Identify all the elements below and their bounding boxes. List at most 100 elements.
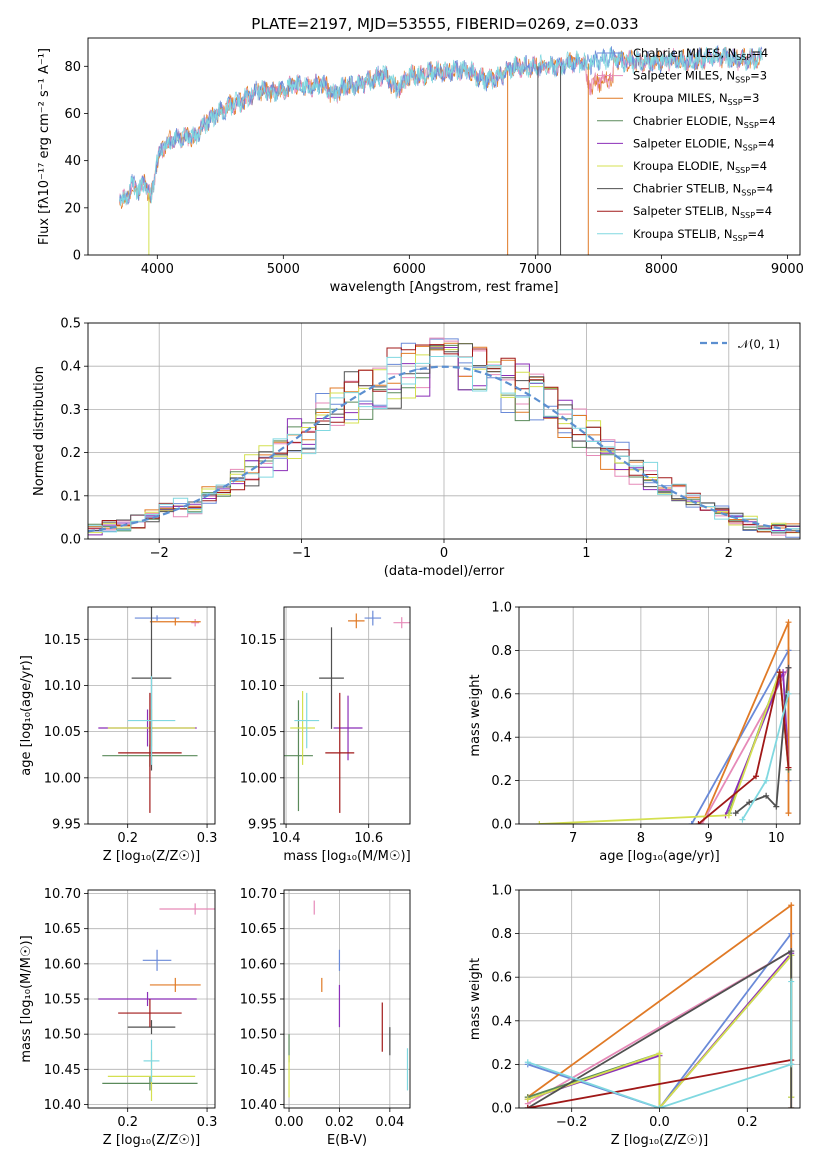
x-tick-label: −2 [150, 546, 169, 561]
x-tick-label: 0.02 [325, 1115, 354, 1130]
age-vs-Z-frame [87, 606, 216, 825]
y-tick-label: 10.05 [44, 725, 81, 740]
series-marker [788, 978, 795, 985]
y-tick-label: 1.0 [491, 884, 512, 899]
series-marker [656, 1050, 663, 1057]
y-axis-label: Flux [fλ10⁻¹⁷ erg cm⁻² s⁻¹ A⁻¹] [37, 48, 52, 245]
errorbar-kroupa-miles [149, 977, 201, 992]
series-marker [746, 799, 753, 806]
residuals-frame [87, 322, 801, 540]
errorbar-chabrier-stelib [319, 627, 344, 729]
weight-vs-Z-frame [518, 889, 801, 1109]
x-axis-label: Z [log₁₀(Z/Z☉)] [103, 849, 200, 864]
age-vs-mass-plot-area [284, 610, 410, 813]
series-salpeter-miles [698, 664, 792, 824]
y-tick-label: 10.50 [44, 1028, 81, 1043]
y-tick-label: 20 [64, 201, 81, 216]
errorbar-chabrier-miles [364, 610, 382, 626]
spectrum-plot-area [119, 44, 763, 255]
y-tick-label: 9.95 [52, 818, 81, 833]
series-line [527, 981, 793, 1108]
errorbar-salpeter-miles [191, 619, 200, 627]
x-tick-label: 7000 [519, 262, 552, 277]
x-tick-label: 10 [768, 831, 785, 846]
y-tick-label: 0.0 [491, 818, 512, 833]
spectrum-legend: Chabrier MILES, NSSP=4 Salpeter MILES, NS… [597, 46, 776, 243]
x-tick-label: 8 [637, 831, 645, 846]
series-marker [785, 810, 792, 817]
x-axis-label: age [log₁₀(age/yr)] [599, 849, 720, 864]
series-chabrier-stelib [732, 664, 792, 817]
weight-vs-Z-axes: −0.2 0.0 0.2 0.0 0.2 0.4 0.6 0.8 1.0 Z [log₁₀(Z/Z… [468, 884, 800, 1148]
age-vs-Z-axes: 0.2 0.3 9.95 10.00 10.05 10.10 10.15 Z [log₁₀(Z… [19, 607, 217, 864]
y-tick-label: 10.55 [44, 993, 81, 1008]
x-tick-label: 6000 [393, 262, 426, 277]
x-axis-label: E(B-V) [327, 1133, 367, 1148]
chart-title: PLATE=2197, MJD=53555, FIBERID=0269, z=0… [251, 15, 638, 33]
series-marker [788, 1061, 795, 1068]
series-kroupa-miles [698, 619, 792, 824]
spectrum-frame [87, 37, 801, 256]
series-marker [524, 1105, 531, 1108]
age-vs-mass-axes: 10.4 10.6 9.95 10.00 10.05 10.10 10.15 mass [lo… [240, 607, 411, 864]
series-kroupa-stelib [739, 690, 792, 823]
y-tick-label: 0.6 [491, 971, 512, 986]
x-axis-label: mass [log₁₀(M/M☉)] [283, 849, 410, 864]
series-marker [536, 821, 543, 824]
y-tick-label: 10.65 [44, 922, 81, 937]
y-tick-label: 10.10 [44, 679, 81, 694]
spectrum-axes: 4000 5000 6000 7000 8000 9000 0 20 40 60 80 wavelen… [37, 48, 804, 295]
y-tick-label: 0.4 [491, 731, 512, 746]
errorbar-kroupa-miles [149, 618, 201, 626]
y-tick-label: 80 [64, 60, 81, 75]
x-tick-label: 4000 [141, 262, 174, 277]
y-tick-label: 10.60 [240, 957, 277, 972]
weight-vs-age-axes: 7 8 9 10 0.0 0.2 0.4 0.6 0.8 1.0 age [log₁₀(age/yr… [468, 601, 800, 864]
age-vs-Z-plot-area [98, 607, 201, 813]
y-tick-label: 10.45 [44, 1063, 81, 1078]
series-marker [788, 948, 795, 955]
series-salpeter-stelib [695, 669, 792, 824]
y-tick-label: 0.8 [491, 927, 512, 942]
series-marker [785, 664, 792, 671]
y-tick-label: 0.5 [60, 317, 81, 332]
y-tick-label: 10.10 [240, 679, 277, 694]
y-tick-label: 10.60 [44, 957, 81, 972]
series-line [700, 621, 790, 824]
x-axis-label: Z [log₁₀(Z/Z☉)] [103, 1133, 200, 1148]
series-marker [656, 1105, 663, 1108]
x-tick-label: 0.0 [649, 1115, 670, 1130]
y-tick-label: 0.3 [60, 403, 81, 418]
series-marker [785, 764, 792, 771]
x-tick-label: 0.00 [275, 1115, 304, 1130]
age-vs-mass-frame [283, 606, 411, 825]
series-marker [524, 1096, 531, 1103]
y-tick-label: 9.95 [248, 818, 277, 833]
series-marker [739, 816, 746, 823]
y-tick-label: 0.0 [491, 1102, 512, 1117]
y-tick-label: 10.55 [240, 993, 277, 1008]
y-tick-label: 0.8 [491, 644, 512, 659]
y-tick-label: 10.40 [44, 1098, 81, 1113]
legend-label-gaussian: 𝒩(0, 1) [738, 337, 780, 351]
y-tick-label: 0.4 [491, 1014, 512, 1029]
histogram-salpeter-stelib [88, 344, 800, 533]
y-tick-label: 10.00 [44, 771, 81, 786]
x-tick-label: −0.2 [556, 1115, 588, 1130]
x-tick-label: 0.3 [197, 1115, 218, 1130]
gaussian-reference-line [88, 365, 800, 533]
legend-label: Salpeter STELIB, NSSP=4 [633, 204, 772, 220]
errorbar-kroupa-elodie [290, 691, 315, 765]
x-tick-label: 0.3 [197, 831, 218, 846]
residuals-plot-area [88, 337, 800, 538]
y-tick-label: 0.2 [491, 1058, 512, 1073]
errorbar-salpeter-elodie [98, 991, 197, 1007]
series-marker [776, 669, 783, 676]
x-tick-label: 0.2 [117, 1115, 138, 1130]
x-axis-label: (data-model)/error [384, 564, 505, 579]
y-tick-label: 60 [64, 107, 81, 122]
x-tick-label: 7 [569, 831, 577, 846]
legend-label: Chabrier MILES, NSSP=4 [633, 46, 768, 62]
series-marker [788, 1105, 795, 1108]
errorbar-salpeter-stelib [325, 692, 355, 813]
